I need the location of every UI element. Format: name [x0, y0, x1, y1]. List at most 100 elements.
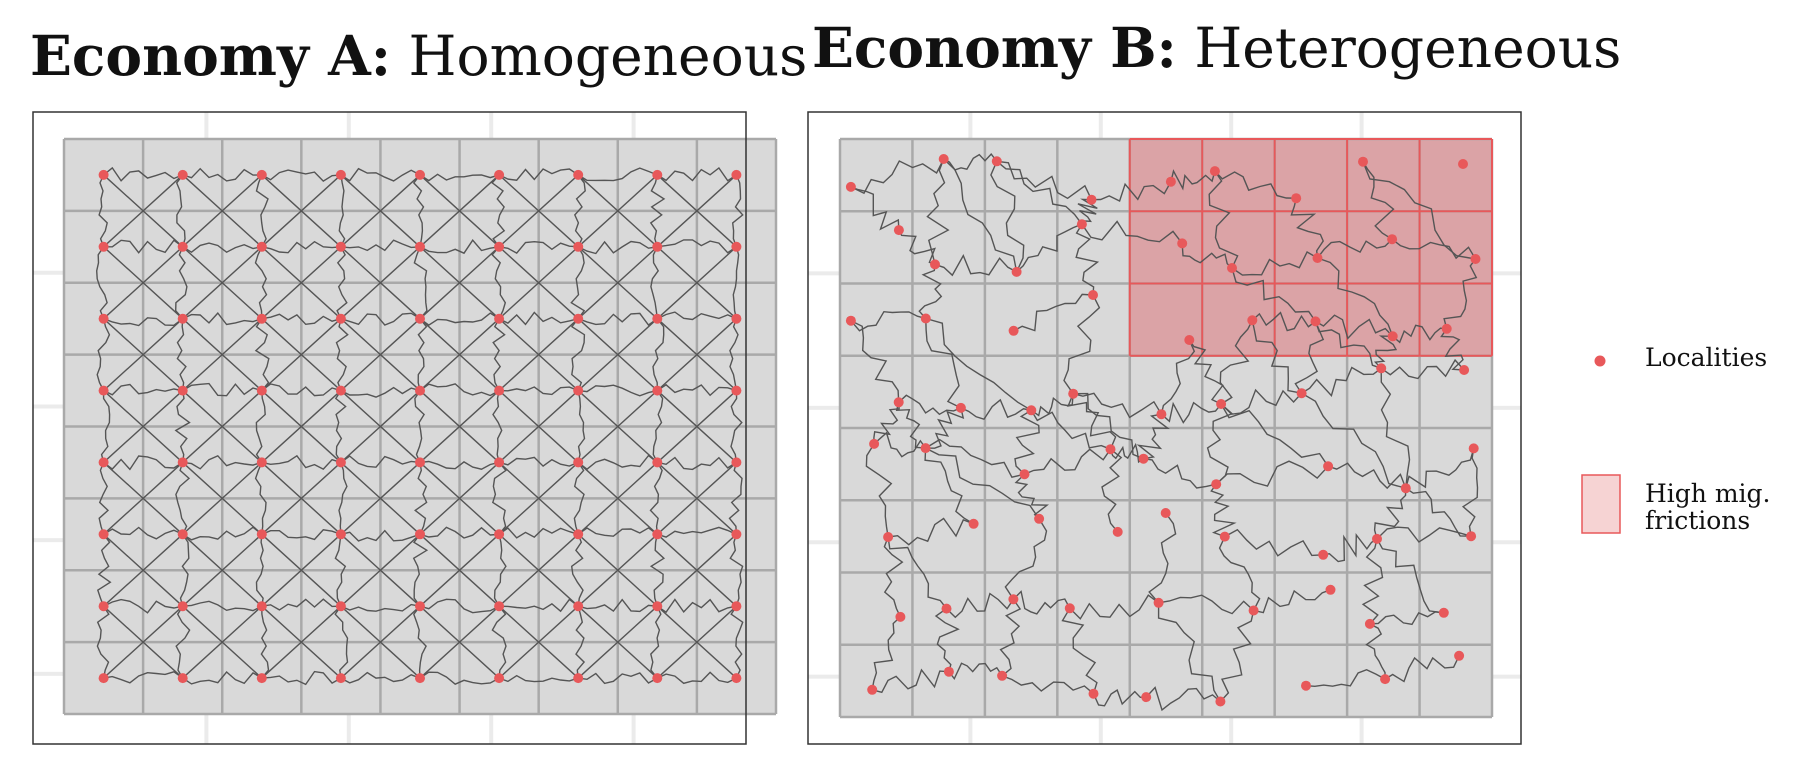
road — [498, 605, 579, 679]
locality-point — [997, 670, 1008, 681]
road — [926, 158, 950, 265]
road — [419, 461, 500, 535]
road — [261, 529, 342, 541]
locality-point — [573, 529, 584, 540]
locality-point — [573, 385, 584, 396]
locality-point — [256, 457, 267, 468]
road — [1251, 311, 1316, 332]
road — [943, 158, 1018, 273]
road — [336, 246, 348, 320]
road — [872, 668, 949, 694]
road — [498, 533, 579, 607]
locality-point — [98, 241, 109, 252]
road — [732, 246, 740, 319]
road — [96, 605, 110, 679]
road — [650, 246, 660, 319]
locality-point — [1380, 674, 1391, 685]
locality-point — [494, 169, 505, 180]
road — [730, 605, 744, 679]
road — [656, 461, 737, 535]
road — [1069, 594, 1160, 620]
road — [1145, 686, 1221, 712]
locality-point — [573, 457, 584, 468]
road — [340, 603, 421, 612]
road — [1157, 602, 1222, 702]
road — [1061, 607, 1098, 694]
road — [649, 174, 666, 248]
road — [1160, 401, 1222, 424]
panel-b-title-rest: Heterogeneous — [1176, 16, 1622, 80]
locality-point — [1466, 531, 1477, 542]
locality-point — [256, 313, 267, 324]
road — [419, 318, 500, 392]
panel-frame — [32, 111, 747, 745]
road — [419, 526, 500, 539]
road — [340, 246, 421, 320]
road — [729, 534, 744, 607]
locality-point — [867, 684, 878, 695]
road — [656, 383, 737, 397]
road — [1220, 388, 1303, 415]
road — [103, 533, 184, 607]
road — [925, 407, 965, 449]
road — [1461, 448, 1479, 537]
road — [1063, 294, 1101, 395]
locality-point — [573, 241, 584, 252]
road — [1148, 512, 1177, 604]
road — [491, 461, 507, 535]
locality-point — [494, 313, 505, 324]
road — [652, 390, 664, 463]
locality-point — [652, 169, 663, 180]
locality-point — [731, 241, 742, 252]
road — [103, 605, 184, 679]
locality-point — [1141, 692, 1152, 703]
road — [573, 174, 586, 248]
locality-point — [1376, 363, 1387, 374]
road — [883, 536, 904, 618]
road — [1365, 623, 1386, 680]
road — [656, 318, 737, 392]
road — [419, 174, 500, 248]
locality-point — [968, 518, 979, 529]
road — [888, 517, 974, 546]
localities — [845, 154, 1481, 707]
road — [1206, 403, 1234, 485]
road — [1014, 473, 1049, 520]
locality-point — [1068, 388, 1079, 399]
locality-point — [1209, 166, 1220, 177]
road — [577, 240, 658, 255]
road — [98, 462, 110, 535]
road — [871, 616, 901, 690]
road — [334, 605, 349, 679]
road — [103, 461, 184, 535]
road — [419, 239, 500, 255]
road — [340, 239, 421, 252]
road — [492, 318, 506, 391]
road — [419, 312, 500, 326]
road — [491, 174, 506, 248]
road — [1305, 668, 1386, 688]
locality-point — [1454, 650, 1465, 661]
road — [577, 318, 658, 392]
road — [498, 240, 579, 254]
locality-point — [1372, 533, 1382, 544]
locality-point — [1318, 549, 1329, 560]
locality-point — [652, 385, 663, 396]
locality-point — [98, 673, 109, 684]
locality-point — [652, 313, 663, 324]
locality-point — [652, 241, 663, 252]
road — [1067, 393, 1117, 450]
road — [179, 533, 190, 607]
road — [1384, 655, 1460, 683]
road — [96, 318, 111, 391]
locality-point — [1301, 680, 1311, 691]
locality-point — [98, 169, 109, 180]
road — [182, 174, 263, 248]
road — [656, 166, 737, 182]
road — [340, 167, 421, 182]
road — [1323, 532, 1378, 563]
road — [261, 174, 342, 248]
road — [340, 455, 421, 468]
road — [575, 606, 586, 679]
